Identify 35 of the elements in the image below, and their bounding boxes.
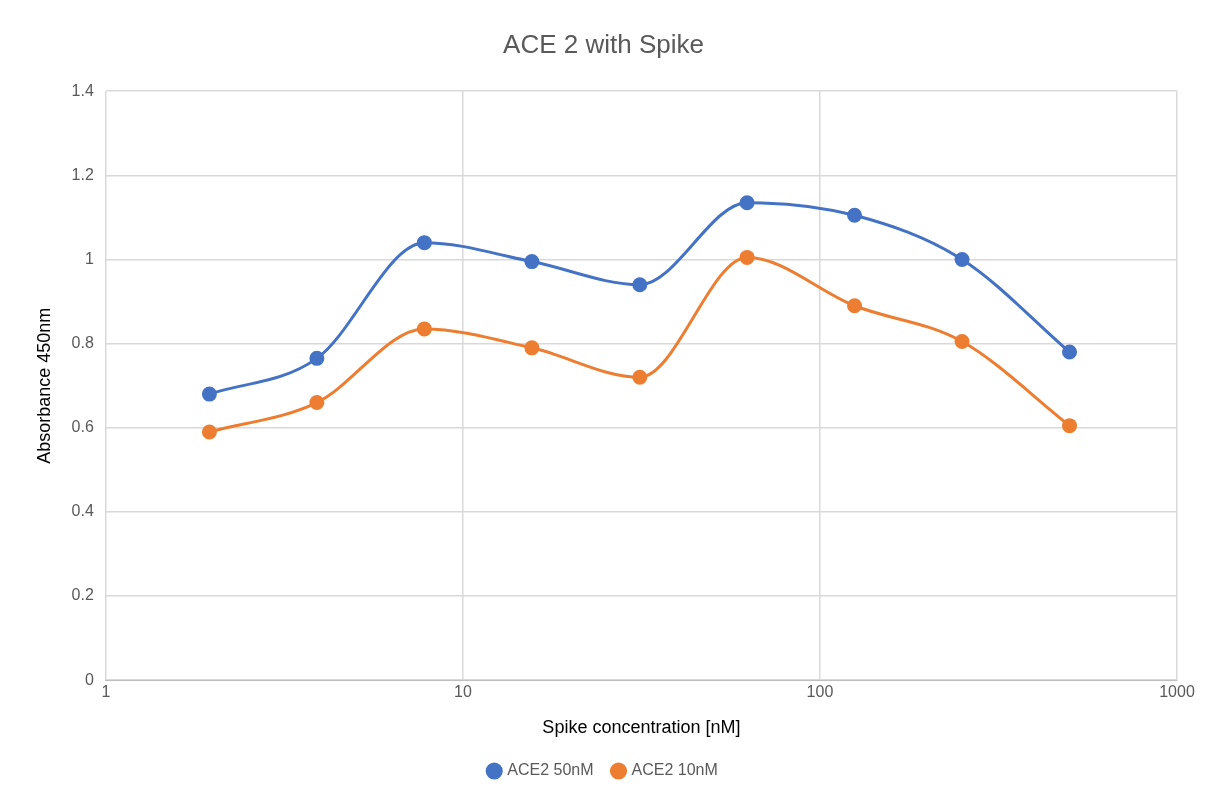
point [524,254,540,270]
y-tick-label: 0 [84,670,94,688]
y-tick-label: 0.4 [71,502,94,520]
y-tick-label: 1.4 [71,81,94,99]
point [632,277,648,293]
x-tick-label: 10 [454,683,472,701]
point [309,395,325,411]
y-tick-label: 1.2 [71,165,94,183]
point [739,249,755,265]
x-axis-title: Spike concentration [nM] [542,717,741,738]
x-tick-label: 1 [101,683,111,701]
point [1062,418,1078,434]
legend-label: ACE2 10nM [631,761,718,779]
point [416,321,432,337]
y-tick-label: 0.8 [71,334,94,352]
point [847,298,863,314]
x-tick-label: 100 [806,683,834,701]
point [524,340,540,356]
legend-label: ACE2 50nM [507,761,594,779]
point [1062,344,1078,360]
x-tick-label: 1000 [1159,683,1195,701]
point [739,195,755,211]
point [847,207,863,223]
point [632,369,648,385]
point [954,251,970,267]
chart-title: ACE 2 with Spike [503,28,704,59]
point [201,386,217,402]
point [416,235,432,251]
point [201,424,217,440]
point [309,350,325,366]
y-tick-label: 0.2 [71,586,94,604]
y-tick-label: 0.6 [71,418,94,436]
point [954,334,970,350]
y-tick-label: 1 [84,249,94,267]
y-axis-title: Absorbance 450nm [33,307,54,464]
